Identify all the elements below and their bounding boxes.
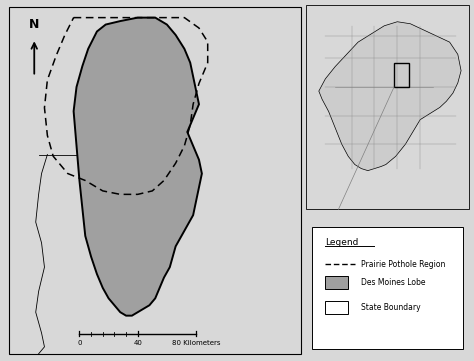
Text: State Boundary: State Boundary [361, 303, 421, 312]
Polygon shape [73, 18, 202, 316]
Text: Des Moines Lobe: Des Moines Lobe [361, 278, 426, 287]
Bar [394, 62, 409, 87]
Bar [325, 301, 348, 314]
Text: 0: 0 [77, 340, 82, 346]
Text: Prairie Pothole Region: Prairie Pothole Region [361, 260, 446, 269]
Text: 40: 40 [133, 340, 142, 346]
Text: N: N [29, 18, 39, 31]
Polygon shape [319, 22, 461, 171]
Bar [325, 276, 348, 289]
Text: 80 Kilometers: 80 Kilometers [172, 340, 220, 346]
Text: Legend: Legend [325, 238, 359, 247]
